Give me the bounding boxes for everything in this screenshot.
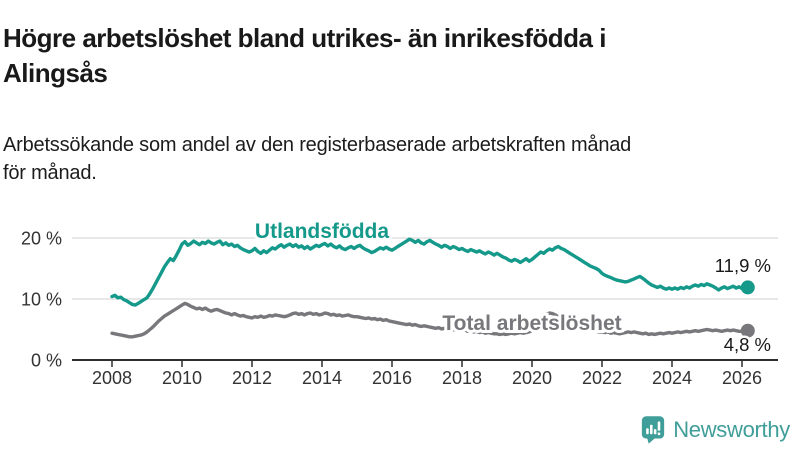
end-value-total-arbetsloshet: 4,8 % xyxy=(724,334,771,355)
series-end-dot-1 xyxy=(740,323,755,338)
chart-subtitle: Arbetssökande som andel av den registerb… xyxy=(3,132,763,187)
subtitle-line-1: Arbetssökande som andel av den registerb… xyxy=(3,134,632,156)
y-tick-label: 0 % xyxy=(31,351,62,371)
series-line-0 xyxy=(110,237,750,307)
y-tick-label: 20 % xyxy=(21,229,62,249)
x-tick-label: 2010 xyxy=(162,368,202,388)
page-title: Högre arbetslöshet bland utrikes- än inr… xyxy=(3,21,793,90)
series-end-dot-0 xyxy=(740,280,755,295)
title-line-1: Högre arbetslöshet bland utrikes- än inr… xyxy=(3,23,606,54)
series-line-1 xyxy=(110,301,750,339)
x-tick-label: 2020 xyxy=(512,368,552,388)
x-tick-label: 2018 xyxy=(442,368,482,388)
x-tick-label: 2014 xyxy=(302,368,342,388)
newsworthy-logo-text: Newsworthy xyxy=(673,416,790,442)
x-axis-labels: 2008 2010 2012 2014 2016 2018 2020 2022 2024 2026 xyxy=(92,368,762,388)
x-tick-label: 2026 xyxy=(722,368,762,388)
title-line-2: Alingsås xyxy=(3,57,108,88)
end-value-utlandsfodda: 11,9 % xyxy=(715,255,771,276)
gridlines xyxy=(72,237,778,300)
subtitle-line-2: för månad. xyxy=(3,161,97,184)
y-tick-label: 10 % xyxy=(21,290,62,310)
x-tick-label: 2016 xyxy=(372,368,412,388)
x-tick-label: 2008 xyxy=(92,368,132,388)
series-label-total-arbetsloshet: Total arbetslöshet xyxy=(442,312,621,335)
x-tick-label: 2024 xyxy=(652,368,692,388)
series-lines xyxy=(110,237,755,339)
newsworthy-logo-icon xyxy=(642,416,665,444)
x-tick-label: 2022 xyxy=(582,368,622,388)
y-axis-labels: 0 % 10 % 20 % xyxy=(21,229,62,371)
newsworthy-branding[interactable]: Newsworthy xyxy=(641,415,790,444)
x-tick-label: 2012 xyxy=(232,368,272,388)
series-label-utlandsfodda: Utlandsfödda xyxy=(255,220,389,243)
x-axis xyxy=(72,359,778,367)
